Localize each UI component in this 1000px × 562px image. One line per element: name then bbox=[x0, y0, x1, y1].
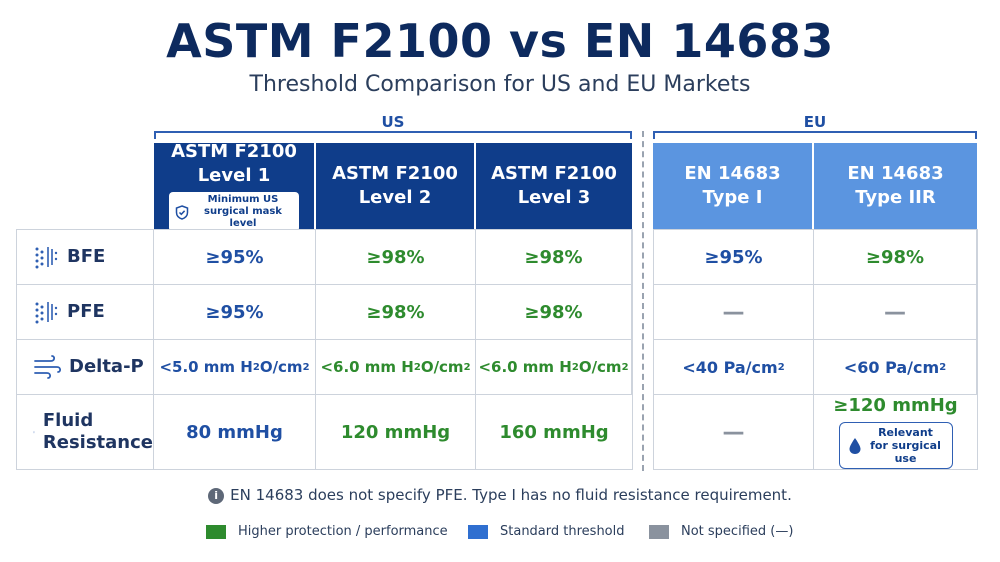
row-label-pfe: PFE bbox=[17, 285, 154, 340]
value-sup: 2 bbox=[621, 361, 629, 373]
header-line1: ASTM F2100 bbox=[491, 163, 617, 184]
value-text: <60 Pa/cm bbox=[843, 357, 940, 377]
row-label-line1: Fluid bbox=[42, 410, 94, 431]
group-label-eu: EU bbox=[803, 113, 827, 131]
header-line1: ASTM F2100 bbox=[171, 141, 297, 162]
legend-label: Higher protection / performance bbox=[238, 524, 448, 539]
us-eu-divider bbox=[642, 131, 644, 471]
cell-bfe-type-i: ≥95% bbox=[654, 230, 814, 285]
cell-bfe-type-iir: ≥98% bbox=[814, 230, 977, 285]
value-sup: 2 bbox=[302, 361, 310, 373]
airflow-icon bbox=[34, 355, 62, 379]
footnote-text: EN 14683 does not specify PFE. Type I ha… bbox=[230, 486, 792, 504]
value-text: <6.0 mm H bbox=[478, 358, 572, 376]
header-en-type-i: EN 14683 Type I bbox=[653, 143, 812, 229]
surgical-use-badge: Relevant for surgical use bbox=[838, 422, 953, 469]
page-title: ASTM F2100 vs EN 14683 bbox=[166, 14, 834, 68]
value-sup: 2 bbox=[939, 361, 947, 373]
legend-swatch-gray bbox=[649, 524, 669, 539]
value-sup: 2 bbox=[463, 361, 471, 373]
value-text: <6.0 mm H bbox=[320, 358, 414, 376]
cell-bfe-level1: ≥95% bbox=[154, 230, 316, 285]
shield-icon bbox=[175, 204, 189, 220]
row-label-delta-p: Delta-P bbox=[17, 340, 154, 395]
header-line2: Type IIR bbox=[855, 187, 936, 208]
cell-bfe-level3: ≥98% bbox=[476, 230, 632, 285]
row-label-text: Delta-P bbox=[69, 356, 144, 377]
header-line1: EN 14683 bbox=[847, 163, 944, 184]
cell-deltap-type-iir: <60 Pa/cm 2 bbox=[814, 340, 977, 395]
legend-label: Standard threshold bbox=[500, 524, 625, 539]
particles-icon bbox=[35, 302, 58, 324]
value-sup: 2 bbox=[777, 361, 785, 373]
legend-item-standard: Standard threshold bbox=[468, 524, 625, 539]
value-sub: 2 bbox=[252, 361, 260, 373]
cell-pfe-type-i: — bbox=[654, 285, 814, 340]
header-line2: Type I bbox=[702, 187, 763, 208]
cell-fluid-level3: 160 mmHg bbox=[499, 421, 609, 443]
row-label-bfe: BFE bbox=[17, 230, 154, 285]
particles-icon bbox=[35, 247, 58, 269]
cell-fluid-type-iir: ≥120 mmHg Relevant for surgical use bbox=[814, 395, 977, 469]
header-line2: Level 1 bbox=[197, 165, 271, 186]
footnote: i EN 14683 does not specify PFE. Type I h… bbox=[0, 486, 1000, 504]
page-subtitle: Threshold Comparison for US and EU Marke… bbox=[249, 72, 751, 97]
group-bracket-eu bbox=[653, 131, 977, 139]
surgical-use-badge-text: Relevant for surgical use bbox=[870, 426, 941, 465]
cell-pfe-level3: ≥98% bbox=[476, 285, 632, 340]
legend-label: Not specified (—) bbox=[681, 524, 794, 539]
cell-deltap-level1: <5.0 mm H 2 O/cm 2 bbox=[154, 340, 316, 395]
row-label-fluid-resistance: Fluid Resistance bbox=[17, 395, 154, 469]
row-label-text: PFE bbox=[67, 301, 105, 322]
info-icon: i bbox=[208, 488, 225, 504]
legend-item-higher: Higher protection / performance bbox=[206, 524, 448, 539]
header-astm-level-1: ASTM F2100 Level 1 Minimum US surgical m… bbox=[154, 141, 314, 232]
header-astm-level-3: ASTM F2100 Level 3 bbox=[476, 143, 632, 229]
legend-item-not-specified: Not specified (—) bbox=[649, 524, 793, 539]
value-sub: 2 bbox=[413, 361, 421, 373]
header-line2: Level 3 bbox=[517, 187, 591, 208]
cell-pfe-level1: ≥95% bbox=[154, 285, 316, 340]
group-bracket-us bbox=[154, 131, 632, 139]
value-sub: 2 bbox=[571, 361, 579, 373]
cell-fluid-type-i: — bbox=[654, 395, 814, 469]
droplet-icon bbox=[849, 437, 860, 454]
cell-fluid-level2: 120 mmHg bbox=[316, 395, 476, 469]
cell-deltap-level3: <6.0 mm H 2 O/cm 2 bbox=[476, 340, 632, 395]
cell-fluid-level1: 80 mmHg bbox=[154, 395, 316, 469]
value-text: O/cm bbox=[578, 358, 622, 376]
cell-deltap-level2: <6.0 mm H 2 O/cm 2 bbox=[316, 340, 476, 395]
cell-pfe-type-iir: — bbox=[814, 285, 977, 340]
header-line1: EN 14683 bbox=[684, 163, 781, 184]
min-level-badge-text: Minimum US surgical mask level bbox=[204, 194, 282, 229]
legend-swatch-green bbox=[206, 524, 226, 539]
value-text: O/cm bbox=[420, 358, 464, 376]
row-label-text: BFE bbox=[67, 246, 106, 267]
cell-fluid-type-iir-value: ≥120 mmHg bbox=[833, 395, 958, 416]
header-en-type-iir: EN 14683 Type IIR bbox=[814, 143, 977, 229]
header-astm-level-2: ASTM F2100 Level 2 bbox=[316, 143, 474, 229]
droplet-icon bbox=[33, 430, 35, 434]
cell-deltap-type-i: <40 Pa/cm 2 bbox=[654, 340, 814, 395]
legend-swatch-blue bbox=[468, 524, 488, 539]
row-label-line2: Resistance bbox=[42, 432, 153, 453]
min-level-badge: Minimum US surgical mask level bbox=[169, 192, 299, 232]
header-line1: ASTM F2100 bbox=[332, 163, 458, 184]
value-text: O/cm bbox=[259, 358, 303, 376]
group-label-us: US bbox=[381, 113, 405, 131]
header-line2: Level 2 bbox=[358, 187, 432, 208]
value-text: <5.0 mm H bbox=[159, 358, 253, 376]
row-label-text: Fluid Resistance bbox=[43, 410, 153, 454]
cell-pfe-level2: ≥98% bbox=[316, 285, 476, 340]
cell-bfe-level2: ≥98% bbox=[316, 230, 476, 285]
value-text: <40 Pa/cm bbox=[682, 357, 778, 377]
